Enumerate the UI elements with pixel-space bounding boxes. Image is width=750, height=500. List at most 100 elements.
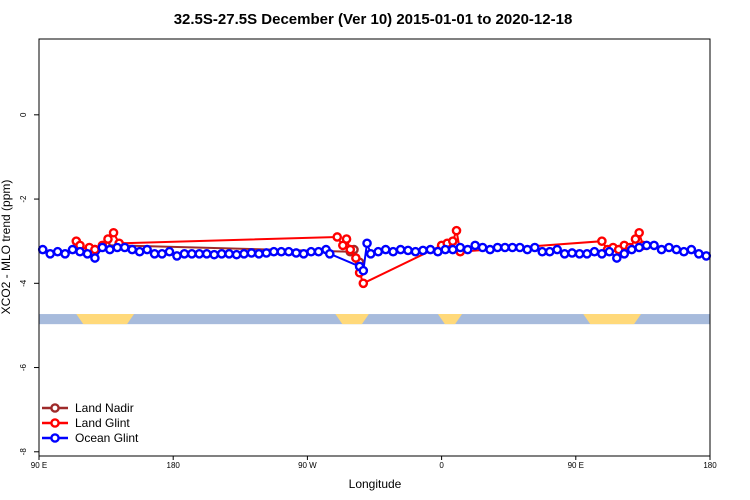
- data-point-ocean-glint: [60, 249, 70, 259]
- legend-item-ocean-glint: Ocean Glint: [42, 431, 139, 445]
- land-band-segment: [437, 314, 463, 325]
- data-point-ocean-glint: [656, 244, 667, 255]
- data-point-ocean-glint: [261, 248, 272, 258]
- data-point-ocean-glint: [626, 244, 637, 255]
- data-point-ocean-glint: [90, 253, 100, 263]
- data-point-land-glint: [108, 227, 119, 238]
- y-tick-label: -2: [19, 195, 28, 203]
- data-point-land-glint: [451, 225, 462, 236]
- data-point-ocean-glint: [231, 249, 242, 260]
- data-point-ocean-glint: [589, 246, 600, 257]
- legend-item-land-glint: Land Glint: [42, 416, 130, 430]
- data-point-land-glint: [341, 234, 352, 244]
- data-point-ocean-glint: [172, 251, 182, 261]
- data-point-ocean-glint: [216, 249, 227, 259]
- data-point-ocean-glint: [187, 249, 197, 259]
- y-tick-label: 0: [19, 112, 28, 117]
- data-point-ocean-glint: [694, 249, 704, 259]
- plot-frame: [38, 38, 711, 457]
- data-point-ocean-glint: [45, 249, 55, 259]
- chart-title: 32.5S-27.5S December (Ver 10) 2015-01-01…: [174, 11, 573, 28]
- data-point-ocean-glint: [37, 244, 48, 255]
- data-point-ocean-glint: [641, 240, 652, 251]
- data-point-ocean-glint: [582, 249, 592, 259]
- x-tick-label: 180: [703, 461, 717, 470]
- data-point-ocean-glint: [105, 244, 115, 255]
- x-axis: 90 E 180 90 W 0 90 E 180: [31, 456, 717, 470]
- data-point-ocean-glint: [559, 249, 570, 259]
- data-point-ocean-glint: [324, 249, 335, 259]
- data-point-ocean-glint: [418, 245, 428, 256]
- data-point-ocean-glint: [52, 246, 63, 257]
- y-tick-label: -8: [19, 448, 28, 456]
- y-tick-label: -6: [19, 363, 28, 371]
- data-point-ocean-glint: [246, 248, 257, 258]
- x-tick-label: 90 W: [298, 461, 317, 470]
- land-band-segment: [583, 314, 642, 325]
- data-point-ocean-glint: [164, 246, 175, 257]
- data-point-ocean-glint: [455, 242, 466, 253]
- y-axis: 0 -2 -4 -6 -8: [19, 112, 39, 455]
- data-point-ocean-glint: [362, 238, 372, 249]
- data-point-ocean-glint: [522, 244, 533, 255]
- legend-item-land-nadir: Land Nadir: [42, 401, 134, 415]
- data-point-ocean-glint: [500, 242, 510, 253]
- data-point-ocean-glint: [149, 249, 160, 259]
- data-point-land-glint: [90, 244, 100, 255]
- legend-marker: [50, 418, 60, 428]
- data-point-ocean-glint: [477, 242, 488, 253]
- data-point-land-glint: [447, 236, 458, 246]
- data-point-ocean-glint: [403, 245, 413, 256]
- legend-marker: [50, 403, 60, 413]
- data-point-ocean-glint: [433, 246, 443, 257]
- data-point-ocean-glint: [142, 244, 152, 255]
- data-point-land-glint: [345, 244, 356, 255]
- data-point-ocean-glint: [679, 246, 689, 257]
- data-point-ocean-glint: [701, 251, 712, 261]
- y-tick-label: -4: [19, 279, 28, 287]
- data-point-ocean-glint: [224, 249, 234, 259]
- data-point-land-glint: [103, 234, 113, 244]
- x-tick-label: 90 E: [31, 461, 47, 470]
- data-point-ocean-glint: [127, 244, 137, 255]
- data-point-ocean-glint: [612, 253, 622, 263]
- data-point-ocean-glint: [507, 242, 518, 253]
- data-point-ocean-glint: [119, 242, 130, 253]
- data-point-ocean-glint: [179, 249, 190, 259]
- legend-label: Ocean Glint: [75, 431, 139, 445]
- data-point-ocean-glint: [388, 246, 398, 257]
- data-point-land-glint: [597, 236, 607, 246]
- x-axis-label: Longitude: [349, 477, 402, 491]
- data-point-ocean-glint: [380, 244, 391, 255]
- data-point-ocean-glint: [485, 244, 495, 255]
- data-point-ocean-glint: [276, 246, 287, 257]
- data-point-ocean-glint: [447, 244, 458, 255]
- data-point-ocean-glint: [634, 242, 644, 253]
- data-point-ocean-glint: [283, 246, 294, 257]
- data-point-ocean-glint: [619, 249, 630, 259]
- data-point-ocean-glint: [410, 246, 421, 257]
- data-point-ocean-glint: [552, 244, 562, 255]
- data-point-ocean-glint: [112, 242, 123, 253]
- data-point-ocean-glint: [67, 244, 78, 255]
- data-point-ocean-glint: [291, 248, 302, 258]
- x-tick-label: 180: [167, 461, 181, 470]
- legend-label: Land Nadir: [75, 401, 134, 415]
- data-point-ocean-glint: [664, 242, 674, 253]
- data-point-ocean-glint: [544, 246, 555, 257]
- data-point-ocean-glint: [209, 249, 220, 260]
- series-ocean-glint: [37, 238, 712, 276]
- data-point-ocean-glint: [365, 249, 376, 259]
- ocean-band: [39, 314, 710, 325]
- data-point-ocean-glint: [201, 249, 212, 259]
- data-point-ocean-glint: [529, 242, 540, 253]
- data-point-ocean-glint: [82, 249, 93, 259]
- data-point-ocean-glint: [671, 244, 682, 255]
- data-point-ocean-glint: [440, 244, 451, 255]
- data-point-ocean-glint: [425, 244, 436, 255]
- data-point-ocean-glint: [194, 249, 205, 259]
- x-tick-label: 90 E: [568, 461, 584, 470]
- data-point-ocean-glint: [134, 246, 145, 257]
